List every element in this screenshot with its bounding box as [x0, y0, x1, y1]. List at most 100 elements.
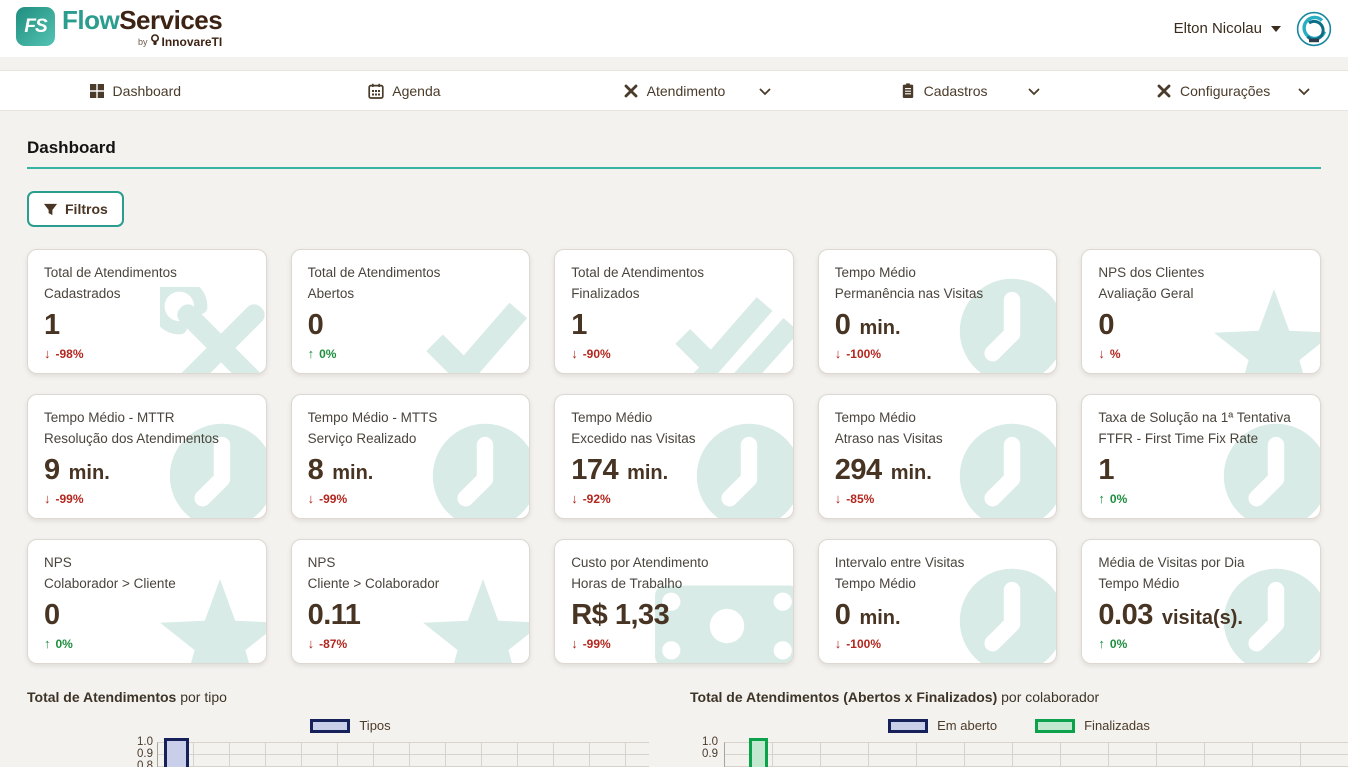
kpi-title-line2: Excedido nas Visitas — [571, 431, 696, 446]
trend-arrow-icon: ↑ — [44, 636, 51, 651]
kpi-title-line1: Tempo Médio — [834, 265, 916, 280]
kpi-title-line2: Finalizados — [571, 286, 640, 301]
kpi-unit: min. — [68, 462, 110, 484]
kpi-value: 1 — [1098, 454, 1115, 486]
kpi-title-line1: Custo por Atendimento — [571, 555, 709, 570]
trend-arrow-icon: ↑ — [307, 346, 315, 361]
kpi-title-line2: Colaborador > Cliente — [44, 576, 176, 591]
kpi-delta-value: 0% — [1109, 491, 1128, 506]
kpi-value: 0 — [1098, 309, 1115, 341]
plot-area: 1.0 0.9 — [690, 736, 1348, 767]
card-watermark-icon — [954, 563, 1057, 663]
trend-arrow-icon: ↓ — [834, 636, 842, 651]
card-watermark-icon — [673, 285, 793, 373]
kpi-delta: ↓ -92% — [571, 491, 777, 506]
kpi-card: Tempo Médio Atraso nas Visitas 294 min. … — [817, 394, 1058, 519]
kpi-card: Tempo Médio Excedido nas Visitas 174 min… — [554, 394, 794, 519]
kpi-delta: ↓ -90% — [571, 346, 777, 361]
trend-arrow-icon: ↓ — [571, 346, 578, 361]
chart-abertos-x-finalizados: Total de Atendimentos (Abertos x Finaliz… — [674, 689, 1348, 767]
kpi-title-line1: Tempo Médio - MTTR — [44, 410, 175, 425]
card-watermark-icon — [954, 273, 1057, 373]
kpi-title-line1: Tempo Médio — [834, 410, 916, 425]
trend-arrow-icon: ↓ — [571, 636, 578, 651]
page-title: Dashboard — [27, 138, 116, 157]
kpi-title-line1: Total de Atendimentos — [44, 265, 177, 280]
trend-arrow-icon: ↓ — [571, 491, 578, 506]
brand-company-label: InnovareTI — [161, 35, 223, 49]
kpi-card: Média de Visitas por Dia Tempo Médio 0.0… — [1081, 539, 1321, 664]
nav-item-cadastros[interactable]: Cadastros — [809, 71, 1079, 110]
kpi-unit: min. — [627, 462, 669, 484]
trend-arrow-icon: ↑ — [1098, 491, 1105, 506]
kpi-title-line1: NPS dos Clientes — [1098, 265, 1205, 280]
tools-icon — [1157, 84, 1171, 97]
kpi-value: 174 — [571, 454, 619, 486]
nav-label: Atendimento — [646, 82, 726, 99]
kpi-card: Tempo Médio Permanência nas Visitas 0 mi… — [817, 249, 1058, 374]
card-watermark-icon — [651, 569, 793, 663]
kpi-card: Total de Atendimentos Abertos 0 ↑ 0% — [290, 249, 531, 374]
kpi-delta-value: -99% — [55, 491, 84, 506]
brand-name: FlowServices — [62, 5, 223, 35]
nav-label: Dashboard — [112, 82, 182, 99]
kpi-title-line1: Média de Visitas por Dia — [1098, 555, 1245, 570]
legend-label: Tipos — [359, 718, 391, 733]
user-menu[interactable]: Elton Nicolau — [1174, 11, 1332, 47]
user-name: Elton Nicolau — [1173, 20, 1262, 37]
card-watermark-icon — [159, 287, 266, 373]
plot-area: 1.0 0.9 0.8 — [27, 736, 674, 767]
filter-icon — [43, 203, 58, 215]
card-watermark-icon — [417, 573, 530, 663]
card-watermark-icon — [154, 573, 266, 663]
kpi-title-line2: Resolução dos Atendimentos — [44, 431, 219, 446]
legend-label: Em aberto — [937, 718, 998, 733]
trend-arrow-icon: ↓ — [834, 346, 842, 361]
trend-arrow-icon: ↑ — [1098, 636, 1105, 651]
legend-swatch — [310, 718, 351, 733]
kpi-delta: ↓ -85% — [835, 491, 1041, 506]
trend-arrow-icon: ↓ — [307, 491, 315, 506]
cards-grid: Total de Atendimentos Cadastrados 1 ↓ -9… — [27, 249, 1321, 664]
nav-item-configuracoes[interactable]: Configurações — [1078, 71, 1348, 110]
legend-swatch — [888, 718, 929, 733]
lightbulb-icon — [150, 34, 160, 50]
y-axis-labels: 1.0 0.9 0.8 — [137, 736, 153, 767]
avatar[interactable] — [1296, 11, 1332, 47]
plot-grid — [157, 738, 649, 767]
kpi-value: 294 — [834, 454, 882, 486]
kpi-card: Intervalo entre Visitas Tempo Médio 0 mi… — [817, 539, 1058, 664]
kpi-title-line2: Serviço Realizado — [307, 431, 417, 446]
kpi-delta-value: 0% — [1109, 636, 1128, 651]
card-watermark-icon — [1218, 418, 1321, 518]
filters-button[interactable]: Filtros — [27, 191, 124, 227]
nav-item-dashboard[interactable]: Dashboard — [0, 71, 270, 110]
legend-swatch — [1035, 718, 1076, 733]
kpi-delta-value: -100% — [846, 636, 881, 651]
chevron-down-icon — [1298, 88, 1310, 96]
nav-item-agenda[interactable]: Agenda — [270, 71, 540, 110]
kpi-delta: ↑ 0% — [1098, 636, 1304, 651]
kpi-delta-value: -87% — [319, 636, 348, 651]
bar-tipos — [164, 738, 189, 767]
y-axis-labels: 1.0 0.9 — [702, 736, 718, 760]
kpi-title-line2: Horas de Trabalho — [571, 576, 683, 591]
kpi-delta-value: -99% — [582, 636, 611, 651]
kpi-title-line2: Tempo Médio — [834, 576, 916, 591]
logo-badge: FS — [16, 7, 55, 46]
kpi-delta-value: -92% — [582, 491, 611, 506]
app-logo[interactable]: FS FlowServices by InnovareTI — [16, 5, 223, 50]
kpi-card: NPS dos Clientes Avaliação Geral 0 ↓ % — [1081, 249, 1321, 374]
kpi-title-line1: NPS — [307, 555, 336, 570]
kpi-card: Total de Atendimentos Cadastrados 1 ↓ -9… — [27, 249, 267, 374]
nav-label: Cadastros — [923, 82, 988, 99]
app-header: FS FlowServices by InnovareTI Elton Nico… — [0, 0, 1348, 57]
kpi-title-line2: Tempo Médio — [1098, 576, 1180, 591]
nav-item-atendimento[interactable]: Atendimento — [539, 71, 809, 110]
kpi-title-line2: FTFR - First Time Fix Rate — [1098, 431, 1259, 446]
kpi-delta: ↑ 0% — [44, 636, 250, 651]
kpi-unit: min. — [859, 317, 901, 339]
nav-label: Configurações — [1180, 82, 1271, 99]
kpi-value: 0.11 — [307, 599, 361, 631]
kpi-value: 9 — [44, 454, 60, 486]
